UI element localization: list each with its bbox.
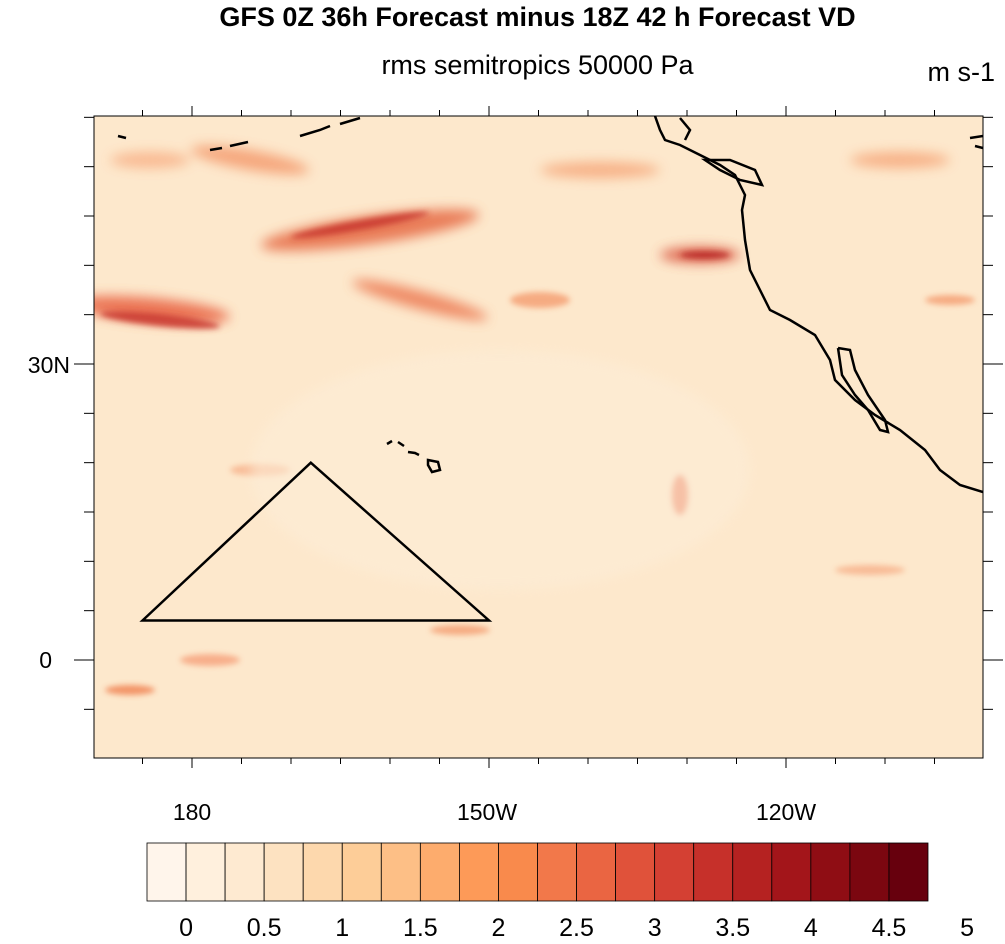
map-title: GFS 0Z 36h Forecast minus 18Z 42 h Forec… [219,2,856,32]
colorbar-labels: 0 0.5 1 1.5 2 2.5 3 3.5 4 4.5 5 [179,914,974,942]
colorbar-swatch [537,842,577,902]
colorbar-swatch [498,842,538,902]
colorbar-swatch [185,842,226,902]
colorbar-label: 3 [648,914,662,942]
colorbar-label: 3.5 [715,914,750,942]
colorbar-label: 4.5 [872,914,907,942]
colorbar-swatch [146,842,187,902]
colorbar-swatch [576,842,616,902]
colorbar-swatch [224,842,265,902]
axis-ticks [74,106,1003,768]
colorbar-swatch [615,842,656,902]
map-subtitle: rms semitropics 50000 Pa [381,50,694,80]
colorbar-label: 2 [491,914,505,942]
colorbar-swatch [302,842,343,902]
units-label: m s-1 [927,57,996,87]
colorbar-label: 0.5 [247,914,282,942]
hawaii-islands [386,439,442,474]
colorbar-swatch [380,842,421,902]
xtick-label-120w: 120W [756,799,816,825]
colorbar-swatch [771,842,812,902]
colorbar-swatch [654,842,695,902]
colorbar-label: 2.5 [559,914,594,942]
colorbar-swatch [263,842,304,902]
xtick-label-180: 180 [173,799,211,825]
colorbar-swatch [341,842,382,902]
colorbar-swatch [888,842,929,902]
region-triangle [139,461,493,622]
field-shading [94,145,975,695]
colorbar-swatch [849,842,890,902]
colorbar-swatch [732,842,773,902]
colorbar-label: 5 [960,914,974,942]
ytick-label-0: 0 [39,647,52,673]
colorbar-label: 1.5 [403,914,438,942]
colorbar-swatch [693,842,734,902]
ytick-label-30n: 30N [28,352,70,378]
colorbar-label: 1 [335,914,349,942]
colorbar-swatch [419,842,460,902]
colorbar-label: 0 [179,914,193,942]
colorbar-label: 4 [804,914,818,942]
coastlines [117,116,983,494]
colorbar [146,842,929,902]
xtick-label-150w: 150W [457,799,517,825]
colorbar-swatch [458,842,499,902]
colorbar-swatch [810,842,851,902]
